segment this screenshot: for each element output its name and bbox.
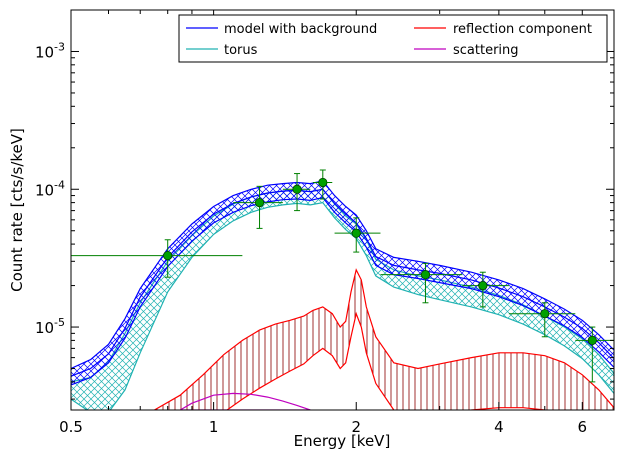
x-tick-label: 4 [494, 418, 504, 436]
data-point-6 [380, 262, 463, 304]
y-tick-label: 10-3 [35, 40, 65, 61]
data-point-4 [312, 169, 333, 200]
series-model-band [71, 180, 614, 385]
data-point-7 [462, 271, 509, 308]
y-tick-label: 10-5 [35, 316, 65, 337]
legend-label-scattering: scattering [453, 43, 519, 58]
data-marker [351, 228, 361, 238]
y-tick-label: 10-4 [35, 178, 65, 199]
axis-ticks: 0.5 1 2 4 6 10-5 10-4 10-3 [35, 9, 615, 436]
series-reflection [154, 268, 614, 410]
data-marker [292, 184, 302, 194]
legend: model with background torus reflection c… [178, 14, 608, 63]
data-points [71, 169, 614, 383]
series-scattering [179, 392, 311, 410]
data-marker [163, 251, 173, 261]
data-marker [540, 309, 550, 319]
legend-label-torus: torus [224, 43, 258, 58]
x-tick-label: 0.5 [59, 418, 83, 436]
x-tick-label: 2 [351, 418, 361, 436]
data-point-5 [334, 217, 381, 253]
series-torus-lower [71, 201, 614, 410]
legend-label-reflection: reflection component [453, 22, 592, 37]
legend-label-model: model with background [224, 22, 377, 37]
y-axis-label: Count rate [cts/s/keV] [8, 128, 26, 292]
series-reflection-band [154, 269, 614, 410]
data-marker [254, 198, 265, 208]
data-point-8 [508, 302, 576, 338]
series-reflection-upper [154, 268, 614, 410]
data-marker [318, 177, 328, 188]
x-tick-label: 1 [209, 418, 219, 436]
data-point-1 [71, 239, 243, 278]
legend-box [178, 14, 608, 63]
data-marker [478, 280, 488, 291]
series-scattering-upper [179, 392, 311, 410]
x-axis-label: Energy [keV] [294, 432, 391, 450]
data-marker [587, 335, 597, 345]
series-reflection-lower [226, 311, 547, 410]
data-point-3 [282, 173, 311, 212]
data-marker [420, 270, 431, 280]
data-point-9 [575, 326, 614, 383]
data-point-2 [233, 185, 283, 229]
plot-frame [70, 9, 615, 411]
x-tick-label: 6 [578, 418, 588, 436]
series-layer [71, 180, 614, 410]
